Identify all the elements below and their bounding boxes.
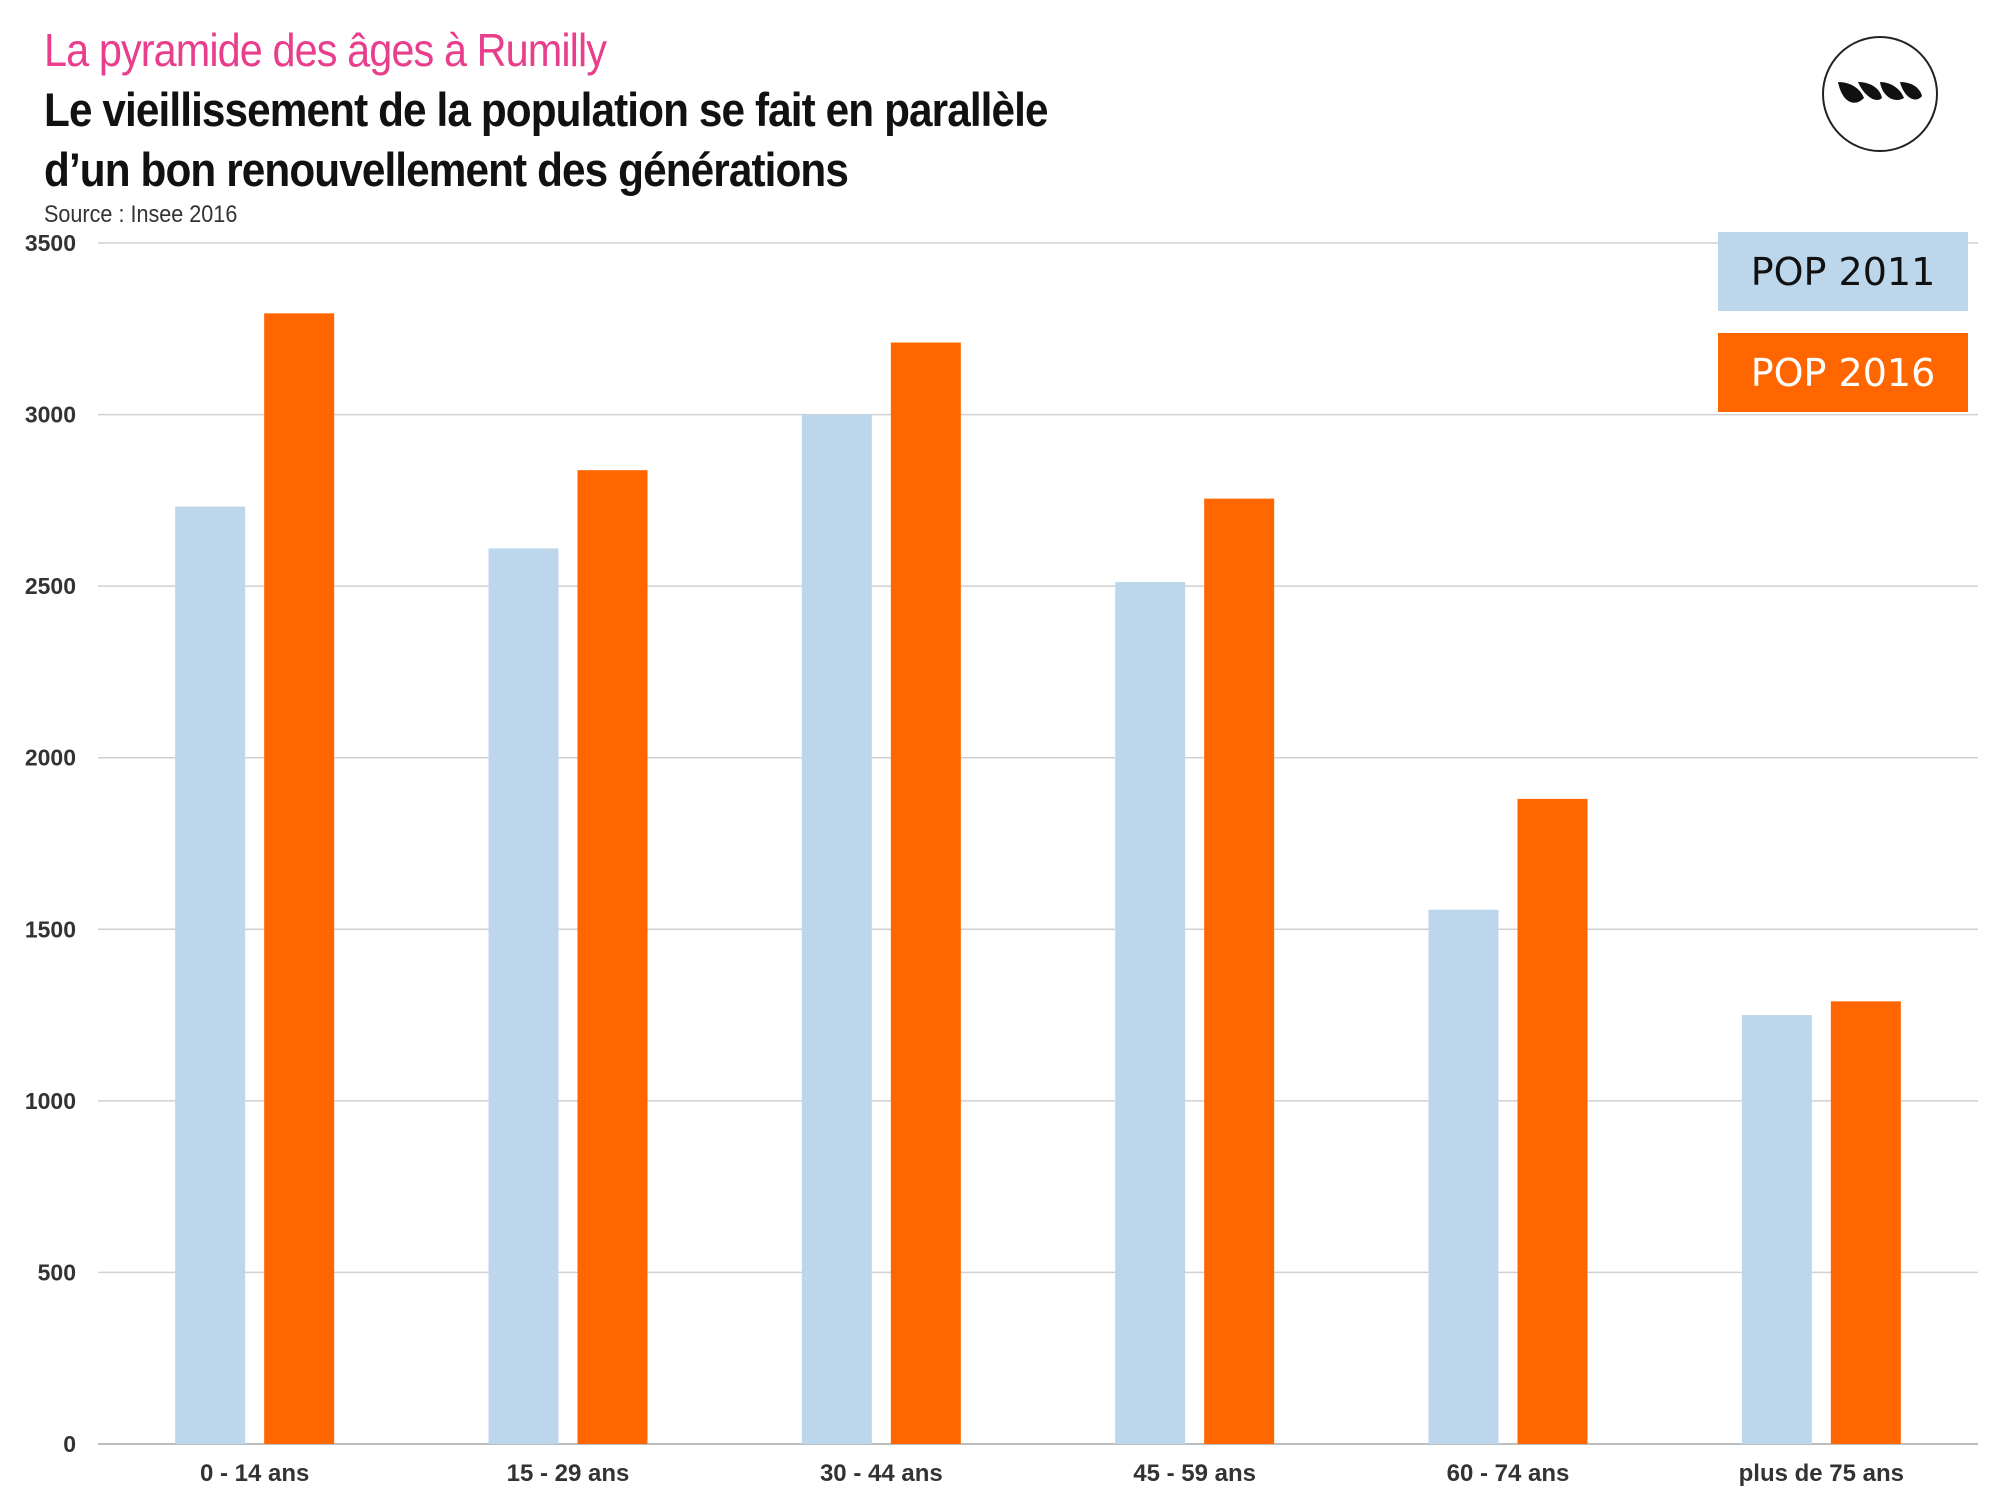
bar-pop-2016 [1830,1001,1901,1444]
x-tick-label: 45 - 59 ans [1133,1460,1256,1487]
x-tick-label: 30 - 44 ans [820,1460,943,1487]
bar-pop-2016 [264,313,335,1445]
y-tick-label: 1500 [25,916,76,942]
chart-header: La pyramide des âges à Rumilly Le vieill… [44,20,1344,230]
chart-headline-line-1: Le vieillissement de la population se fa… [44,83,1049,136]
bar-pop-2011 [801,414,872,1445]
legend-item-pop-2016: POP 2016 [1718,333,1968,412]
bar-pop-2011 [175,506,246,1445]
leaves-logo-icon [1822,36,1938,152]
y-tick-label: 3500 [25,230,76,256]
legend-item-pop-2011: POP 2011 [1718,232,1968,311]
x-tick-label: plus de 75 ans [1739,1460,1904,1487]
x-tick-label: 15 - 29 ans [507,1460,630,1487]
bar-pop-2011 [1741,1015,1812,1444]
logo-graphic [1838,82,1922,103]
grid-layer [98,242,1978,1445]
bar-pop-2016 [577,470,648,1444]
x-tick-label: 0 - 14 ans [200,1460,309,1487]
chart-source: Source : Insee 2016 [44,201,238,228]
y-tick-label: 2000 [25,745,76,771]
bar-pop-2011 [488,548,559,1444]
legend: POP 2011 POP 2016 [1718,232,1968,434]
chart-headline-line-2: d’un bon renouvellement des générations [44,143,849,196]
y-tick-label: 0 [63,1431,76,1457]
chart-kicker: La pyramide des âges à Rumilly [44,24,607,76]
x-tick-label: 60 - 74 ans [1447,1460,1570,1487]
bars-layer [175,313,1901,1445]
bar-pop-2011 [1115,582,1186,1444]
y-tick-label: 2500 [25,573,76,599]
bar-pop-2016 [1204,498,1275,1444]
y-tick-label: 1000 [25,1088,76,1114]
bar-pop-2011 [1428,909,1499,1444]
bar-pop-2016 [890,342,961,1444]
y-tick-label: 3000 [25,402,76,428]
bar-pop-2016 [1517,798,1588,1444]
labels-layer: 0 500 1000 1500 2000 2500 3000 3500 0 - 14 ans 15… [25,230,1904,1487]
y-tick-label: 500 [38,1259,76,1285]
